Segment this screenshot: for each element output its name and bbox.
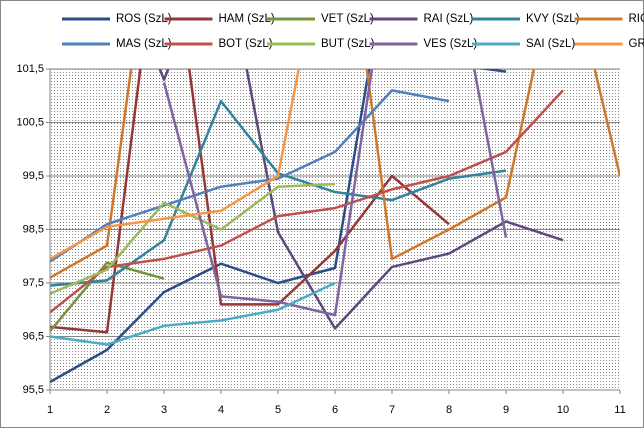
legend-label: VET (SzL) <box>321 13 374 25</box>
legend-label: ROS (SzL) <box>116 13 172 25</box>
series-line <box>50 89 564 314</box>
y-tick-label: 98,5 <box>23 223 44 235</box>
series-line <box>50 89 450 263</box>
x-tick-label: 3 <box>161 404 167 416</box>
legend-label: BOT (SzL) <box>219 38 273 50</box>
legend-label: MAS (SzL) <box>116 38 172 50</box>
y-tick-label: 100,5 <box>16 116 44 128</box>
lines <box>50 69 620 384</box>
series-line <box>162 69 508 317</box>
legend: ROS (SzL) HAM (SzL) VET (SzL) RAI (SzL) KVY … <box>62 13 644 50</box>
axes: 95,5 96,5 97,5 98,5 99,5 100,5 101,5 1 2 3 4 5 6 7 8 9 1… <box>16 63 625 416</box>
y-tick-label: 95,5 <box>23 384 44 396</box>
legend-label: KVY (SzL) <box>526 13 580 25</box>
x-tick-label: 5 <box>275 404 281 416</box>
x-tick-label: 2 <box>104 404 110 416</box>
x-tick-label: 9 <box>503 404 509 416</box>
x-tick-label: 8 <box>446 404 452 416</box>
series-line <box>50 69 507 384</box>
x-tick-label: 1 <box>47 404 53 416</box>
series-line <box>50 261 165 332</box>
legend-label: GRO (SzL) <box>629 38 644 50</box>
series-line <box>50 182 336 295</box>
series-line <box>50 281 336 346</box>
x-tick-label: 11 <box>614 404 625 416</box>
legend-label: RIC (SzL) <box>629 13 644 25</box>
legend-label: SAI (SzL) <box>526 38 575 50</box>
legend-label: BUT (SzL) <box>321 38 375 50</box>
y-tick-label: 96,5 <box>23 330 44 342</box>
series-line <box>50 69 301 261</box>
x-tick-label: 10 <box>557 404 569 416</box>
x-tick-label: 4 <box>218 404 224 416</box>
y-tick-label: 101,5 <box>16 63 44 75</box>
series-line <box>50 69 620 279</box>
x-tick-label: 7 <box>389 404 395 416</box>
x-tick-label: 6 <box>332 404 338 416</box>
y-tick-label: 97,5 <box>23 277 44 289</box>
legend-label: VES (SzL) <box>424 38 478 50</box>
y-tick-label: 99,5 <box>23 170 44 182</box>
legend-label: HAM (SzL) <box>219 13 275 25</box>
legend-label: RAI (SzL) <box>424 13 474 25</box>
series-line <box>158 69 564 330</box>
